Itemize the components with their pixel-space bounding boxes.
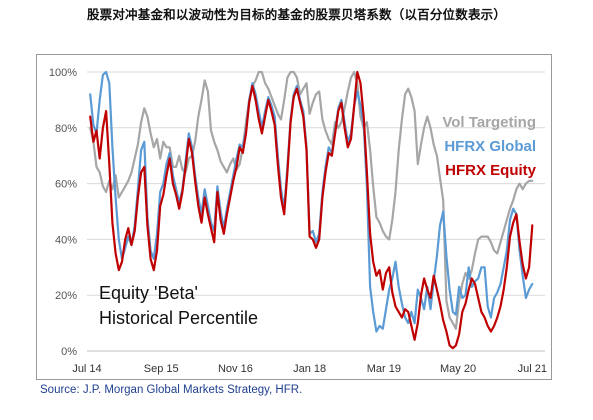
y-tick-label: 20% [55,290,77,302]
series-line-vol-targeting [89,70,534,330]
x-tick-label: May 20 [440,363,476,375]
x-tick-label: Jul 14 [72,363,101,375]
legend-label-hfrx-global: HFRX Global [444,138,536,155]
source-note: Source: J.P. Morgan Global Markets Strat… [40,384,303,396]
legend: Vol Targeting HFRX Global HFRX Equity [442,114,536,179]
x-tick-label: Sep 15 [144,363,179,375]
y-tick-label: 80% [55,123,77,135]
line-chart: 0% 20% 40% 60% 80% 100% Jul 14 Sep 15 Nov 16 Jan… [49,67,547,375]
legend-label-hfrx-equity: HFRX Equity [445,162,536,179]
x-tick-label: Mar 19 [367,363,401,375]
y-tick-label: 40% [55,234,77,246]
annotation-line: Historical Percentile [99,308,258,328]
x-axis-ticks: Jul 14 Sep 15 Nov 16 Jan 18 Mar 19 May 20 Jul … [72,350,547,375]
chart-frame: 0% 20% 40% 60% 80% 100% Jul 14 Sep 15 Nov 16 Jan… [36,54,552,380]
annotation-line: Equity 'Beta' [99,283,198,303]
x-tick-label: Jan 18 [293,363,326,375]
x-tick-label: Nov 16 [218,363,253,375]
page-title: 股票对冲基金和以波动性为目标的基金的股票贝塔系数（以百分位数表示） [86,7,507,22]
y-axis-ticks: 0% 20% 40% 60% 80% 100% [49,67,77,358]
series-group [89,70,534,350]
legend-label-vol-targeting: Vol Targeting [442,114,536,131]
series-line-hfrx-global [89,70,534,333]
chart-annotation: Equity 'Beta' Historical Percentile [99,283,258,328]
y-tick-label: 0% [61,346,77,358]
series-line-hfrx-equity [89,70,534,350]
y-tick-label: 100% [49,67,77,79]
y-tick-label: 60% [55,179,77,191]
x-tick-label: Jul 21 [518,363,547,375]
